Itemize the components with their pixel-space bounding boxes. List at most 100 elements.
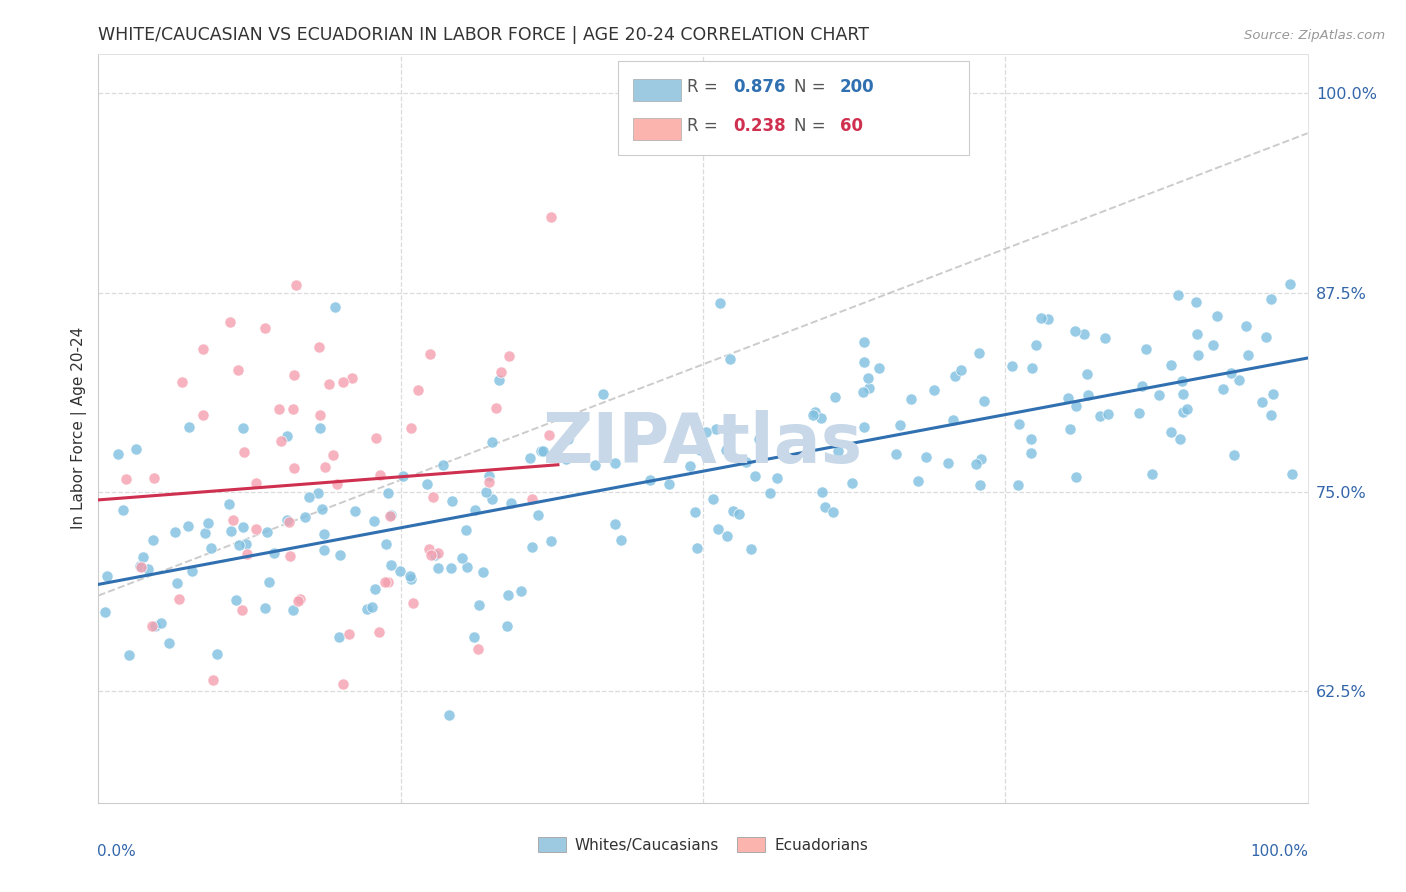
Point	[811, 485, 834, 500]
Point	[922, 383, 945, 397]
Point	[1227, 373, 1250, 387]
Point	[495, 619, 517, 633]
Point	[709, 296, 731, 310]
Point	[418, 541, 440, 556]
Text: 0.238: 0.238	[734, 117, 786, 136]
Point	[1057, 391, 1080, 405]
Point	[478, 468, 501, 483]
Point	[377, 574, 399, 589]
Point	[679, 459, 702, 474]
Point	[344, 504, 367, 518]
Point	[467, 599, 489, 613]
Point	[425, 548, 447, 562]
Point	[141, 619, 163, 633]
Point	[1173, 405, 1195, 419]
Point	[1260, 293, 1282, 307]
Point	[1187, 348, 1209, 362]
Point	[191, 342, 214, 356]
Point	[245, 476, 267, 491]
Point	[1160, 425, 1182, 439]
Point	[283, 603, 305, 617]
Point	[218, 497, 240, 511]
Point	[356, 602, 378, 616]
Point	[232, 520, 254, 534]
Point	[270, 434, 292, 449]
Point	[136, 562, 159, 576]
Point	[380, 558, 402, 573]
Point	[1140, 467, 1163, 481]
Point	[312, 543, 335, 558]
Point	[938, 456, 960, 470]
Point	[766, 470, 789, 484]
Point	[112, 502, 135, 516]
Point	[853, 355, 876, 369]
Point	[1128, 406, 1150, 420]
Point	[197, 516, 219, 530]
Point	[1135, 342, 1157, 356]
Point	[276, 513, 298, 527]
Point	[1185, 326, 1208, 341]
Point	[115, 472, 138, 486]
Point	[1251, 395, 1274, 409]
Point	[716, 529, 738, 543]
Point	[456, 524, 478, 538]
Point	[276, 429, 298, 443]
Point	[332, 677, 354, 691]
Point	[969, 452, 991, 467]
Point	[852, 420, 875, 434]
Point	[720, 352, 742, 367]
Point	[118, 648, 141, 662]
Point	[129, 559, 152, 574]
Point	[801, 408, 824, 422]
Point	[1205, 309, 1227, 323]
Point	[814, 500, 837, 515]
Point	[519, 450, 541, 465]
Point	[143, 619, 166, 633]
Point	[325, 300, 347, 314]
Point	[253, 321, 276, 335]
Point	[422, 490, 444, 504]
Point	[129, 559, 152, 574]
Point	[475, 485, 498, 500]
Point	[489, 365, 512, 379]
Point	[538, 428, 561, 442]
Point	[973, 393, 995, 408]
Point	[415, 476, 437, 491]
Point	[522, 491, 544, 506]
Point	[278, 515, 301, 529]
Point	[1094, 330, 1116, 344]
FancyBboxPatch shape	[633, 118, 682, 140]
Point	[380, 508, 402, 522]
Point	[1160, 358, 1182, 372]
Point	[107, 447, 129, 461]
Point	[1234, 319, 1257, 334]
Point	[278, 549, 301, 563]
Point	[686, 541, 709, 555]
Point	[257, 574, 280, 589]
Point	[1090, 409, 1112, 423]
Text: N =: N =	[793, 117, 831, 136]
Point	[1260, 408, 1282, 422]
Point	[308, 340, 330, 354]
Point	[285, 278, 308, 293]
Point	[1036, 311, 1059, 326]
Point	[889, 418, 911, 433]
Point	[1254, 330, 1277, 344]
Point	[363, 514, 385, 528]
Point	[307, 486, 329, 500]
Point	[245, 522, 267, 536]
Point	[740, 542, 762, 557]
Point	[309, 408, 332, 422]
Point	[1130, 379, 1153, 393]
Point	[498, 588, 520, 602]
Point	[221, 524, 243, 539]
Point	[233, 445, 256, 459]
Point	[256, 525, 278, 540]
Point	[318, 376, 340, 391]
Point	[592, 387, 614, 401]
Point	[856, 371, 879, 385]
Point	[149, 615, 172, 630]
Point	[439, 561, 461, 575]
Point	[180, 564, 202, 578]
Point	[167, 591, 190, 606]
